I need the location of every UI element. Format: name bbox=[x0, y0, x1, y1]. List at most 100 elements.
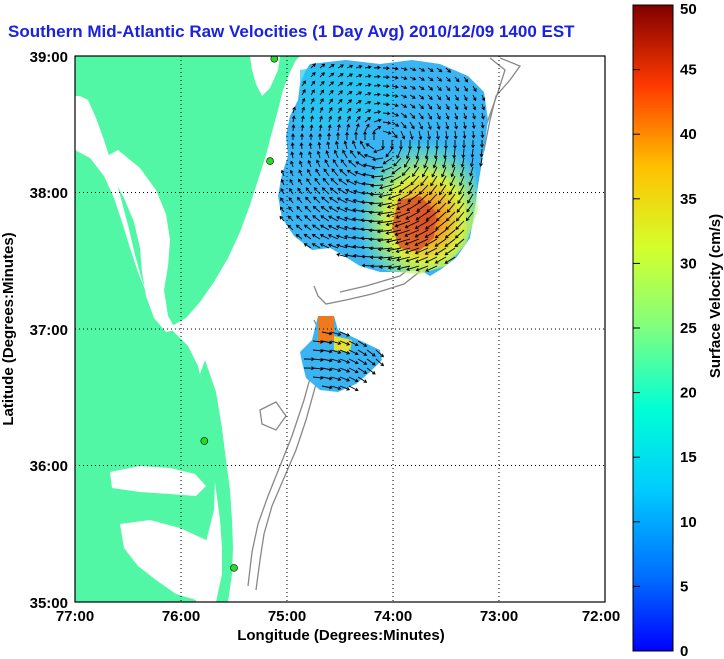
velocity-arrow bbox=[376, 220, 393, 225]
velocity-arrow bbox=[328, 206, 339, 213]
radar-station-marker bbox=[266, 157, 274, 165]
velocity-arrow bbox=[298, 178, 303, 186]
velocity-arrow bbox=[324, 159, 330, 168]
x-tick-label: 74:00 bbox=[374, 608, 412, 625]
velocity-arrow bbox=[289, 187, 294, 195]
velocity-arrow bbox=[435, 211, 447, 222]
velocity-arrow bbox=[355, 161, 366, 168]
velocity-arrow bbox=[336, 197, 348, 204]
velocity-arrow bbox=[290, 151, 295, 159]
velocity-arrow bbox=[289, 169, 294, 177]
y-tick-label: 39:00 bbox=[30, 49, 68, 66]
velocity-arrow bbox=[357, 349, 368, 356]
velocity-arrow bbox=[304, 215, 312, 222]
velocity-arrow bbox=[325, 149, 330, 159]
velocity-arrow bbox=[433, 148, 438, 160]
velocity-arrow bbox=[450, 166, 456, 178]
velocity-arrow bbox=[357, 367, 368, 374]
velocity-arrow bbox=[339, 340, 351, 346]
velocity-arrow bbox=[346, 123, 351, 132]
velocity-arrow bbox=[406, 265, 420, 271]
velocity-arrow bbox=[427, 130, 432, 141]
velocity-arrow bbox=[389, 175, 402, 183]
velocity-arrow bbox=[463, 121, 467, 130]
velocity-arrow bbox=[427, 76, 434, 82]
pamlico-sound bbox=[120, 520, 214, 600]
velocity-arrow bbox=[290, 142, 295, 150]
y-axis-label: Latitude (Degrees:Minutes) bbox=[0, 232, 17, 425]
velocity-arrow bbox=[427, 67, 434, 72]
velocity-arrow bbox=[377, 202, 393, 208]
velocity-arrow bbox=[372, 157, 384, 162]
velocity-arrow bbox=[337, 107, 342, 114]
velocity-arrow bbox=[414, 220, 429, 229]
velocity-arrow bbox=[385, 238, 402, 244]
velocity-arrow bbox=[330, 340, 342, 346]
velocity-arrow bbox=[445, 112, 450, 120]
velocity-arrow bbox=[379, 184, 393, 190]
velocity-arrow bbox=[414, 238, 429, 246]
velocity-arrow bbox=[409, 67, 417, 72]
delaware-bay bbox=[250, 56, 280, 96]
velocity-arrow bbox=[357, 151, 366, 159]
velocity-arrow bbox=[346, 115, 351, 123]
velocity-arrow bbox=[480, 121, 485, 129]
velocity-arrow bbox=[459, 166, 465, 178]
velocity-arrow bbox=[304, 205, 312, 213]
velocity-arrow bbox=[424, 148, 429, 160]
velocity-arrow bbox=[463, 94, 468, 102]
velocity-arrow bbox=[435, 130, 440, 140]
velocity-arrow bbox=[387, 256, 402, 261]
velocity-arrow bbox=[404, 157, 411, 168]
velocity-arrow bbox=[339, 331, 351, 337]
velocity-arrow bbox=[415, 256, 429, 263]
velocity-arrow bbox=[336, 123, 341, 132]
velocity-arrow bbox=[319, 72, 325, 78]
velocity-arrow bbox=[407, 193, 420, 203]
velocity-arrow bbox=[431, 166, 438, 178]
velocity-arrow bbox=[382, 120, 392, 125]
velocity-arrow bbox=[444, 256, 456, 264]
velocity-arrow bbox=[312, 375, 324, 380]
velocity-arrow bbox=[454, 103, 459, 111]
velocity-arrow bbox=[298, 169, 303, 177]
colorbar-tick-label: 0 bbox=[680, 643, 688, 659]
velocity-arrow bbox=[308, 150, 312, 159]
velocity-arrow bbox=[318, 132, 322, 140]
colorbar-tick-label: 45 bbox=[680, 62, 697, 79]
velocity-arrow bbox=[385, 229, 402, 235]
velocity-arrow bbox=[376, 229, 393, 234]
velocity-arrow bbox=[463, 85, 468, 92]
velocity-arrow bbox=[382, 75, 390, 80]
velocity-arrow bbox=[336, 131, 340, 140]
velocity-arrow bbox=[386, 247, 402, 253]
velocity-arrow bbox=[344, 207, 357, 213]
velocity-arrow bbox=[409, 103, 416, 109]
velocity-arrow bbox=[362, 172, 375, 177]
velocity-arrow bbox=[279, 215, 285, 222]
grid-lines bbox=[75, 56, 605, 602]
velocity-arrow bbox=[301, 97, 306, 105]
velocity-arrow bbox=[416, 202, 429, 212]
velocity-arrow bbox=[342, 149, 348, 159]
velocity-arrow bbox=[365, 143, 375, 150]
velocity-arrow bbox=[379, 175, 393, 181]
velocity-arrow bbox=[448, 184, 456, 196]
velocity-arrow bbox=[346, 107, 352, 114]
velocity-arrow bbox=[371, 166, 384, 170]
velocity-arrow bbox=[320, 205, 330, 213]
velocity-arrow bbox=[444, 130, 449, 140]
velocity-arrow bbox=[291, 133, 295, 140]
velocity-arrow bbox=[400, 112, 408, 118]
velocity-arrow bbox=[328, 197, 339, 204]
y-tick-label: 37:00 bbox=[30, 322, 68, 339]
velocity-arrow bbox=[360, 227, 375, 232]
velocity-arrow bbox=[328, 215, 339, 222]
velocity-arrow bbox=[307, 159, 312, 168]
velocity-arrow bbox=[357, 340, 368, 347]
velocity-arrow bbox=[418, 85, 425, 90]
velocity-arrow bbox=[480, 140, 484, 149]
velocity-arrow bbox=[287, 224, 294, 231]
velocity-arrow bbox=[355, 82, 363, 87]
